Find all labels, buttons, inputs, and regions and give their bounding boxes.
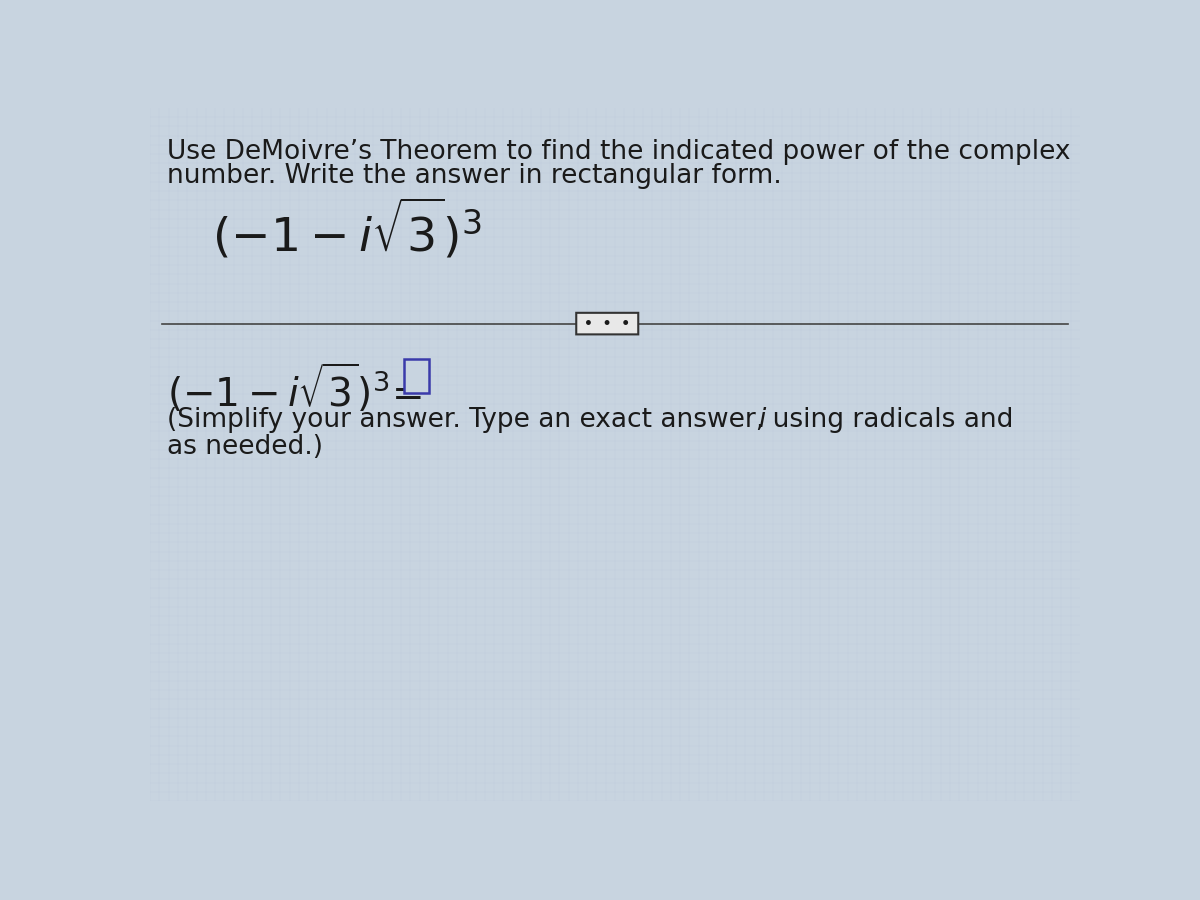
- Text: Use DeMoivre’s Theorem to find the indicated power of the complex: Use DeMoivre’s Theorem to find the indic…: [167, 139, 1070, 165]
- Text: as needed.): as needed.): [167, 434, 323, 460]
- Text: $i$: $i$: [758, 407, 768, 433]
- Text: $(-1-i\sqrt{3})^3\!=\!$: $(-1-i\sqrt{3})^3\!=\!$: [167, 362, 422, 416]
- Text: number. Write the answer in rectangular form.: number. Write the answer in rectangular …: [167, 164, 782, 189]
- Text: $(-1-i\sqrt{3})^3$: $(-1-i\sqrt{3})^3$: [212, 196, 481, 261]
- FancyBboxPatch shape: [404, 359, 430, 393]
- Text: •  •  •: • • •: [584, 317, 630, 330]
- FancyBboxPatch shape: [576, 313, 638, 335]
- Text: (Simplify your answer. Type an exact answer, using radicals and: (Simplify your answer. Type an exact ans…: [167, 407, 1022, 433]
